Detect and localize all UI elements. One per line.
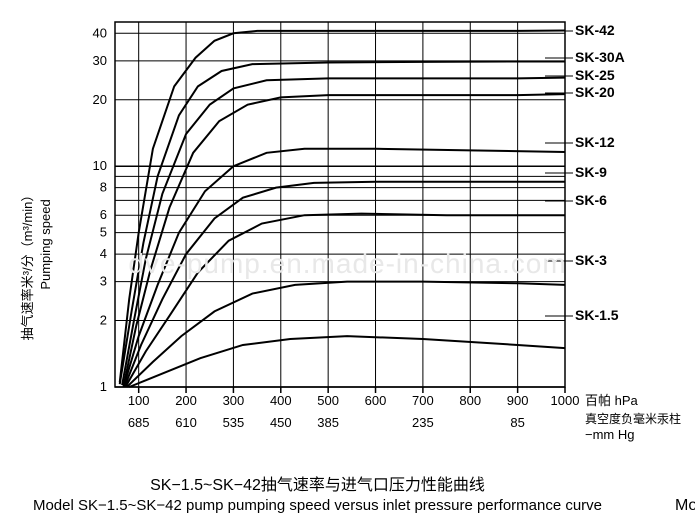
svg-text:Mo: Mo	[675, 497, 695, 514]
svg-text:200: 200	[175, 393, 197, 408]
svg-text:SK-20: SK-20	[575, 84, 615, 100]
svg-text:800: 800	[459, 393, 481, 408]
svg-text:685: 685	[128, 415, 150, 430]
svg-text:真空度负毫米汞柱: 真空度负毫米汞柱	[585, 411, 681, 426]
svg-text:535: 535	[223, 415, 245, 430]
svg-text:300: 300	[223, 393, 245, 408]
svg-text:4: 4	[100, 246, 107, 261]
svg-text:900: 900	[507, 393, 529, 408]
svg-text:Pumping speed: Pumping speed	[38, 199, 53, 289]
svg-text:400: 400	[270, 393, 292, 408]
svg-text:30: 30	[93, 53, 107, 68]
svg-text:SK-25: SK-25	[575, 67, 615, 83]
svg-text:40: 40	[93, 25, 107, 40]
svg-text:5: 5	[100, 225, 107, 240]
svg-text:235: 235	[412, 415, 434, 430]
svg-text:2: 2	[100, 313, 107, 328]
svg-text:1000: 1000	[551, 393, 580, 408]
svg-text:385: 385	[317, 415, 339, 430]
svg-text:85: 85	[510, 415, 524, 430]
svg-text:500: 500	[317, 393, 339, 408]
svg-text:8: 8	[100, 180, 107, 195]
svg-text:SK-9: SK-9	[575, 164, 607, 180]
svg-text:20: 20	[93, 92, 107, 107]
svg-text:−mm Hg: −mm Hg	[585, 427, 634, 442]
svg-text:Model SK−1.5~SK−42 pump pumpin: Model SK−1.5~SK−42 pump pumping speed ve…	[33, 497, 602, 514]
svg-text:700: 700	[412, 393, 434, 408]
svg-text:SK-42: SK-42	[575, 22, 615, 38]
svg-text:SK-30A: SK-30A	[575, 49, 625, 65]
svg-text:6: 6	[100, 207, 107, 222]
svg-text:100: 100	[128, 393, 150, 408]
svg-text:百帕 hPa: 百帕 hPa	[585, 393, 639, 408]
svg-text:450: 450	[270, 415, 292, 430]
svg-text:SK-1.5: SK-1.5	[575, 307, 619, 323]
svg-text:600: 600	[365, 393, 387, 408]
svg-text:10: 10	[93, 158, 107, 173]
svg-text:1: 1	[100, 379, 107, 394]
performance-chart: 1 2 3 4 5 6 8 10 20 30 40 100 200 300 400 500 600 700 800 9…	[0, 0, 695, 518]
svg-text:SK−1.5~SK−42抽气速率与进气口压力性能曲线: SK−1.5~SK−42抽气速率与进气口压力性能曲线	[150, 476, 485, 494]
svg-text:610: 610	[175, 415, 197, 430]
svg-text:SK-3: SK-3	[575, 252, 607, 268]
svg-text:3: 3	[100, 274, 107, 289]
svg-text:SK-12: SK-12	[575, 134, 615, 150]
chart-container: dve-pump.en.made-in-china.com 1234568102…	[0, 0, 695, 518]
svg-text:抽气速率米³/分（m³/min）: 抽气速率米³/分（m³/min）	[20, 189, 35, 341]
svg-text:SK-6: SK-6	[575, 192, 607, 208]
